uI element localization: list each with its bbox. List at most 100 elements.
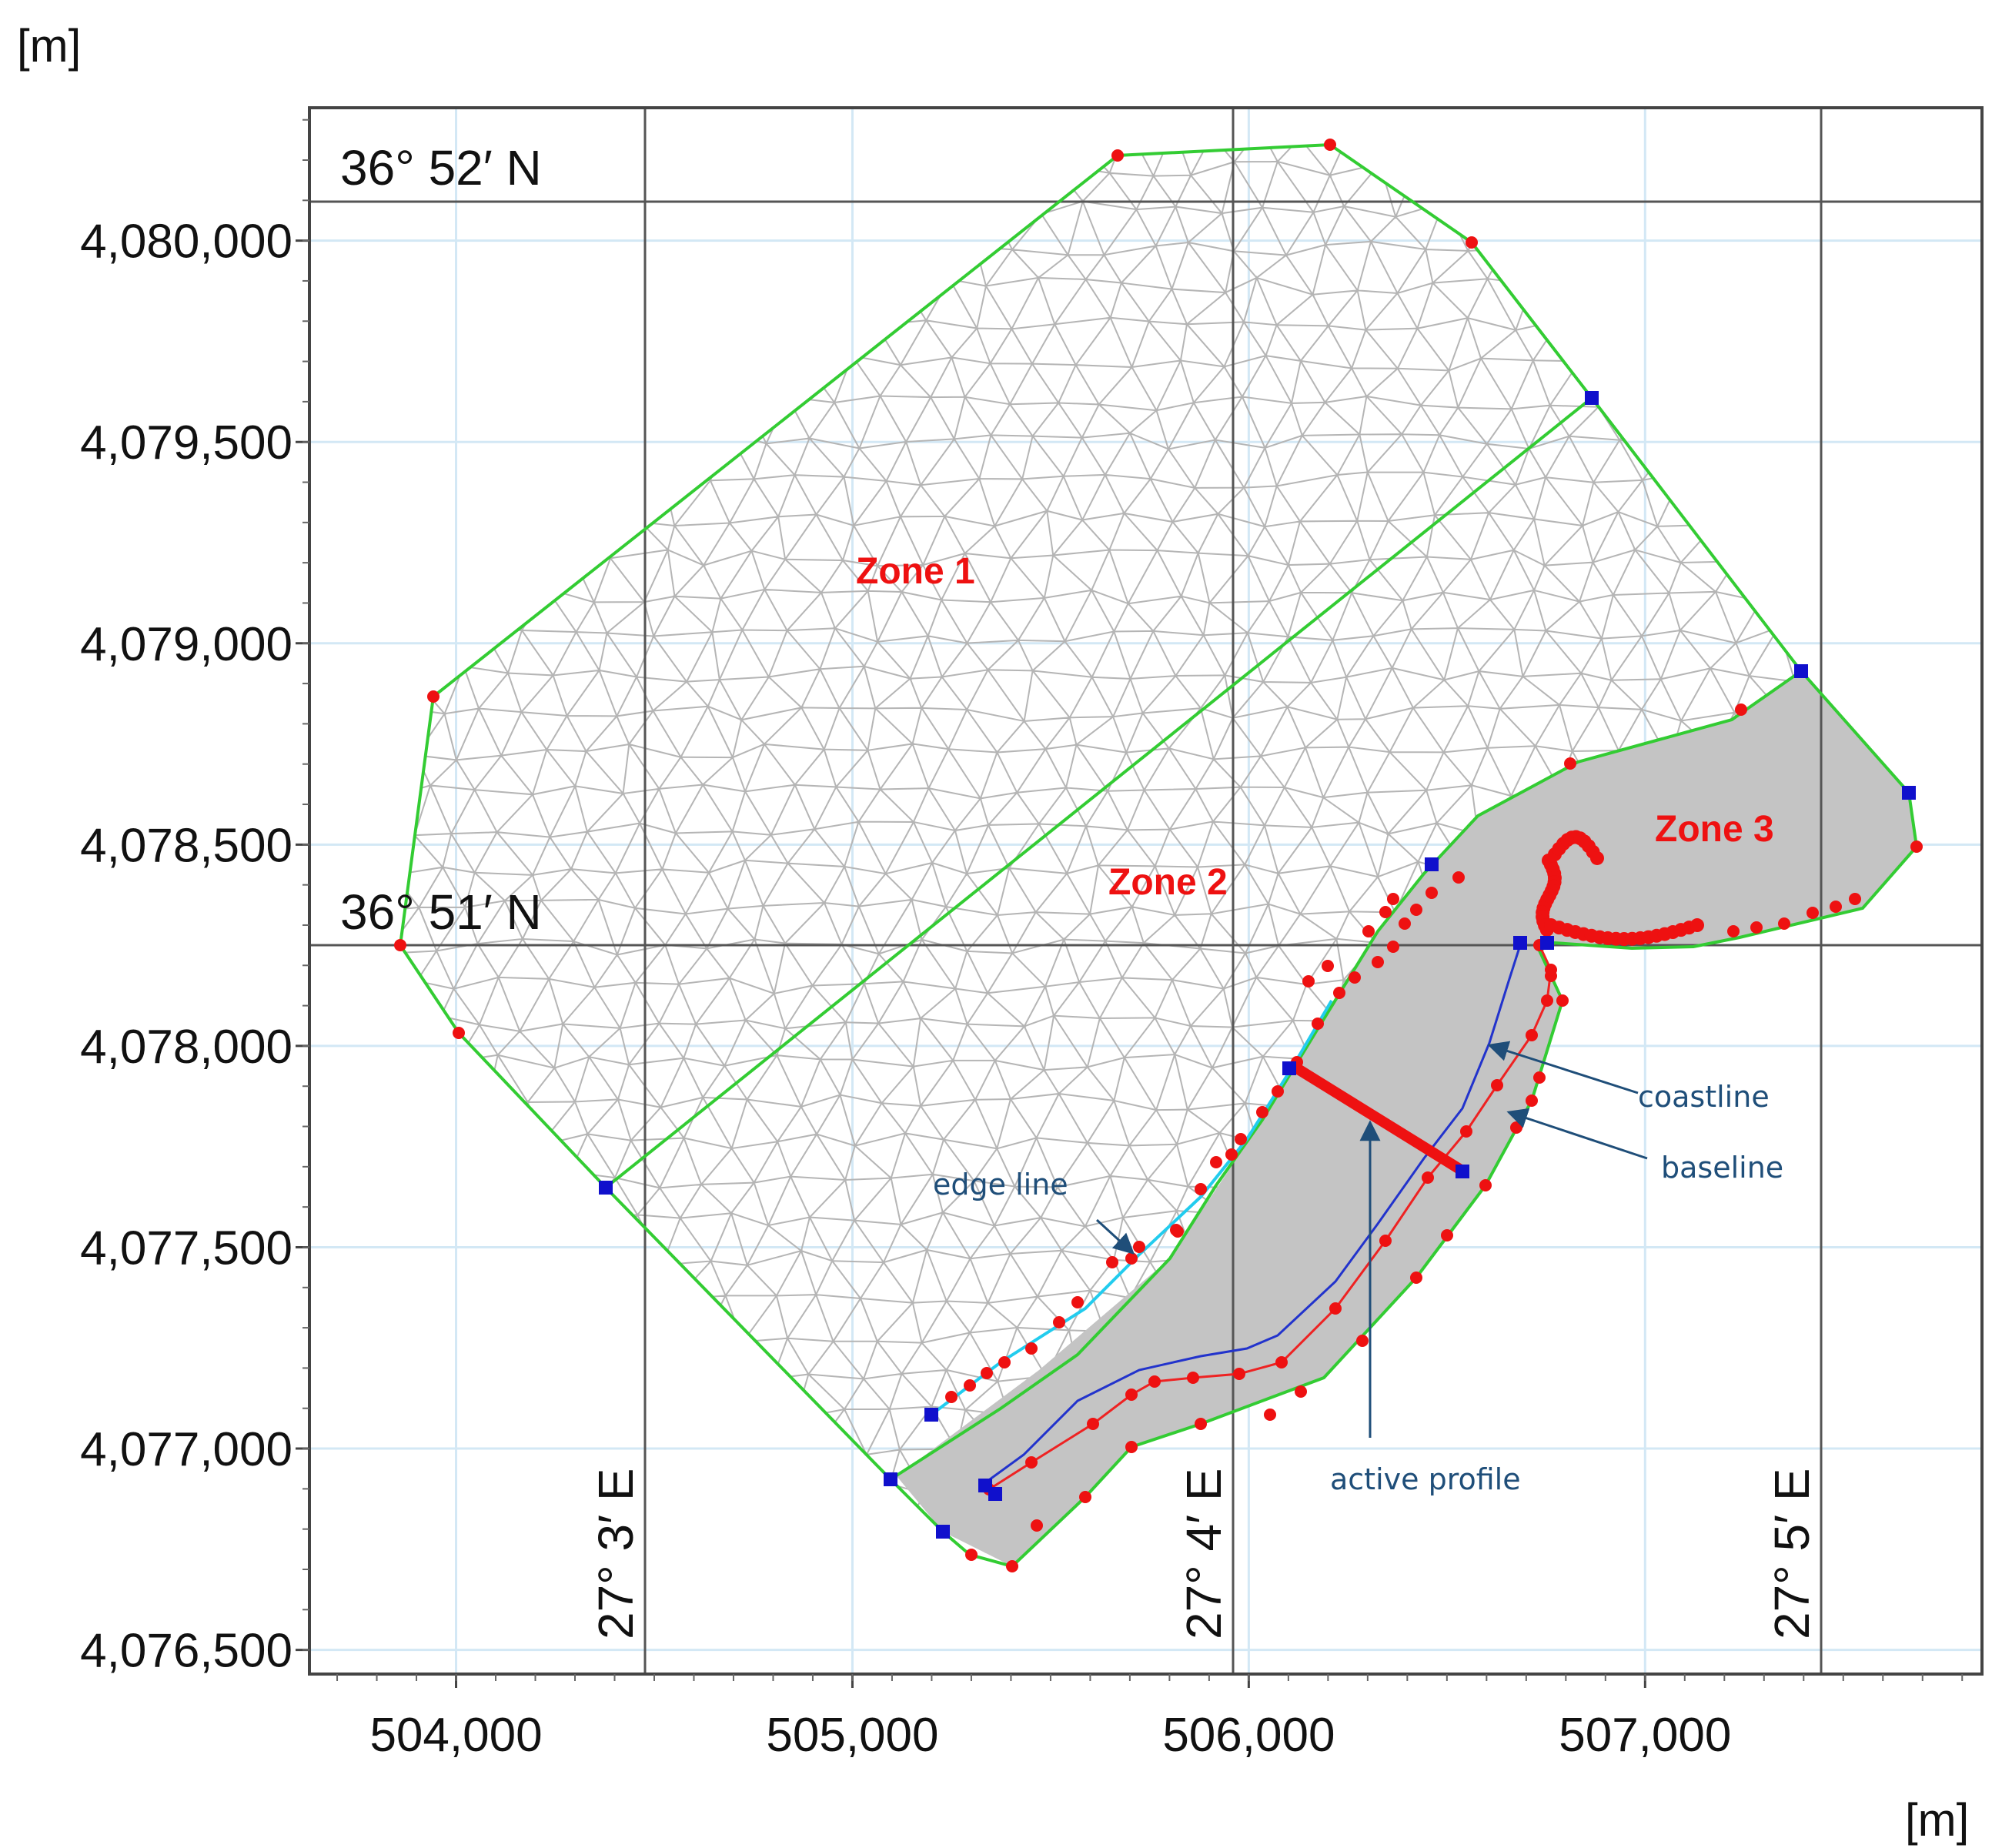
red-node: [1466, 236, 1478, 249]
annotation-edge-line: edge line: [933, 1168, 1135, 1255]
red-node: [1356, 1335, 1369, 1347]
red-node: [1333, 987, 1345, 999]
red-node: [1025, 1342, 1038, 1355]
domain-boundary: [398, 142, 1919, 1569]
map-features: [394, 139, 1923, 1572]
x-unit-label: [m]: [1905, 1794, 1969, 1846]
y-unit-label: [m]: [17, 20, 81, 72]
red-node: [1125, 1252, 1138, 1265]
blue-node: [599, 1181, 613, 1195]
red-node: [1590, 850, 1604, 865]
red-node: [1526, 1029, 1538, 1041]
annotation-baseline: baseline: [1506, 1108, 1783, 1185]
red-node: [1125, 1441, 1138, 1453]
zone-divider: [604, 396, 1593, 1189]
red-node: [1312, 1018, 1324, 1030]
red-node: [1452, 871, 1465, 884]
red-node: [1564, 757, 1576, 770]
red-node: [1256, 1106, 1268, 1118]
red-node: [1479, 1179, 1492, 1191]
blue-node: [936, 1525, 950, 1539]
red-node: [1195, 1183, 1207, 1195]
red-node: [1079, 1491, 1091, 1503]
red-node: [1235, 1133, 1247, 1145]
red-node: [945, 1391, 958, 1403]
red-node: [1133, 1241, 1145, 1253]
red-node: [1187, 1372, 1199, 1384]
red-node: [1750, 921, 1763, 934]
red-node: [1410, 904, 1422, 916]
blue-node: [1794, 664, 1808, 678]
edge-line-label: edge line: [933, 1168, 1068, 1201]
red-node: [1106, 1256, 1118, 1268]
y-tick-label: 4,077,000: [80, 1423, 292, 1476]
active-profile-line: [1290, 1061, 1464, 1175]
red-node-cluster: [1536, 830, 1704, 946]
red-node: [1910, 840, 1923, 853]
red-node: [964, 1379, 976, 1392]
edge-line: [930, 999, 1333, 1416]
red-node: [1275, 1356, 1288, 1368]
red-node: [1329, 1302, 1342, 1315]
red-node: [1295, 1385, 1307, 1398]
red-node: [427, 690, 440, 703]
y-tick-label: 4,078,500: [80, 819, 292, 872]
x-tick-label: 504,000: [369, 1709, 542, 1762]
active-profile-label: active profile: [1330, 1462, 1521, 1496]
blue-node: [1540, 936, 1554, 950]
red-node: [1399, 917, 1411, 930]
red-node: [1362, 925, 1375, 937]
zone-2-label: Zone 2: [1108, 862, 1228, 903]
red-node: [1210, 1156, 1222, 1168]
annotation-active-profile: active profile: [1330, 1120, 1521, 1496]
red-node: [1778, 917, 1790, 930]
baseline-label: baseline: [1661, 1151, 1783, 1185]
red-node: [981, 1367, 993, 1379]
plot-area: [308, 106, 1984, 1676]
red-node: [1302, 975, 1315, 987]
red-node: [1556, 994, 1569, 1007]
y-tick-label: 4,079,000: [80, 618, 292, 671]
meridian-label-4e: 27° 4′ E: [1176, 1468, 1232, 1639]
red-node: [1272, 1085, 1284, 1098]
red-node: [1125, 1389, 1138, 1401]
coastline: [981, 944, 1522, 1487]
red-node: [1410, 1272, 1422, 1284]
red-node: [1349, 971, 1361, 984]
red-node: [1441, 1229, 1453, 1241]
x-tick-label: 505,000: [766, 1709, 938, 1762]
red-node: [1324, 139, 1336, 151]
red-node: [1372, 956, 1384, 968]
meridian-label-5e: 27° 5′ E: [1764, 1468, 1820, 1639]
red-node: [1849, 893, 1861, 905]
red-node: [1387, 941, 1399, 953]
red-node: [1545, 964, 1557, 976]
baseline-arrow: [1506, 1108, 1648, 1160]
red-node: [1541, 994, 1553, 1007]
x-axis: 504,000 505,000 506,000 507,000: [336, 1674, 1964, 1762]
red-node: [1690, 918, 1704, 933]
red-node: [1526, 1094, 1538, 1107]
y-axis: 4,080,000 4,079,500 4,079,000 4,078,500 4,07…: [80, 119, 309, 1678]
background-grid: [309, 108, 1982, 1674]
blue-node: [988, 1487, 1002, 1501]
edge-line-arrow: [1095, 1218, 1135, 1255]
y-tick-label: 4,080,000: [80, 216, 292, 269]
y-tick-label: 4,079,500: [80, 416, 292, 470]
x-tick-label: 506,000: [1162, 1709, 1335, 1762]
zone3-boundary: [889, 670, 1803, 1481]
red-node: [998, 1356, 1011, 1368]
parallel-label-51n: 36° 51′ N: [340, 884, 542, 940]
red-node: [1053, 1316, 1065, 1328]
red-node: [1727, 925, 1740, 937]
red-node: [1264, 1409, 1276, 1421]
red-node: [394, 939, 406, 951]
meridian-label-3e: 27° 3′ E: [588, 1468, 643, 1639]
red-node: [1830, 901, 1842, 913]
red-node: [1006, 1560, 1018, 1572]
blue-node: [1456, 1165, 1469, 1178]
blue-node: [1513, 936, 1527, 950]
red-node: [1460, 1125, 1472, 1138]
red-node: [1425, 887, 1438, 899]
blue-node: [1282, 1061, 1296, 1075]
